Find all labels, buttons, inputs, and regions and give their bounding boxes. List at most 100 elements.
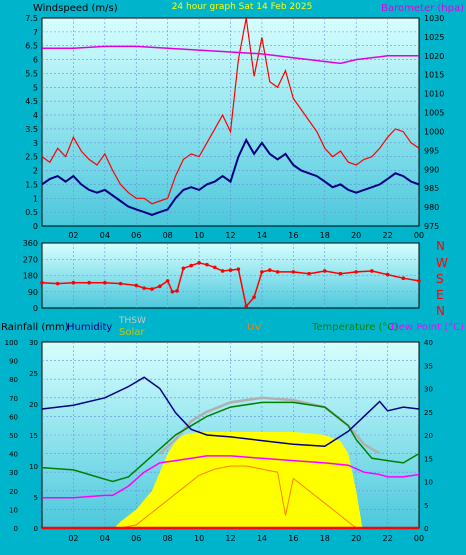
climate-x-tick-label: 06 [131,534,141,543]
climate-x-ticks: 02 04 06 08 10 12 14 16 18 20 22 00 [68,534,424,543]
humidity-y-tick-label: 100 [5,339,18,347]
rain-y-tick-label: 0 [34,525,38,533]
wind-y-tick-label: 2.5 [25,153,38,162]
humidity-line [41,376,420,447]
temperature-legend: Temperature (°C) [311,322,398,333]
direction-series [40,261,421,308]
barometer-y-tick-label: 1005 [424,109,444,118]
barometer-y-tick-label: 995 [424,146,439,155]
wind-x-tick-label: 08 [163,231,173,240]
barometer-y-tick-label: 1015 [424,71,444,80]
wind-y-tick-label: 3 [33,139,38,148]
climate-x-tick-label: 04 [100,534,110,543]
humidity-y-tick-label: 20 [9,488,18,496]
wind-y-tick-label: 3.5 [25,125,38,134]
thsw-legend: THSW [118,316,146,326]
direction-y-tick-label: 360 [23,239,38,248]
humidity-y-tick-label: 60 [9,413,18,421]
humidity-y-tick-label: 70 [9,395,18,403]
wind-x-tick-label: 20 [351,231,361,240]
thsw-line [158,396,381,455]
barometer-y-tick-label: 1025 [424,33,444,42]
compass-labels: N W S E N [436,239,448,318]
barometer-y-tick-label: 1010 [424,90,444,99]
climate-x-tick-label: 08 [163,534,173,543]
barometer-y-tick-label: 985 [424,184,439,193]
humidity-y-tick-label: 80 [9,376,18,384]
uv-line [120,465,357,529]
wind-x-tick-label: 16 [288,231,298,240]
temperature-y-tick-label: 0 [424,525,428,533]
rain-y-tick-label: 15 [29,432,38,440]
wind-x-tick-label: 22 [382,231,392,240]
wind-y-tick-label: 6.5 [25,42,38,51]
temperature-y-tick-label: 5 [424,502,428,510]
wind-x-tick-label: 14 [257,231,267,240]
rain-y-tick-label: 30 [29,339,38,347]
compass-e: E [436,288,444,302]
compass-s: S [436,272,444,286]
wind-y-tick-label: 5 [33,83,38,92]
climate-panel: Rainfall (mm) Humidity THSW Solar UV Tem… [1,316,464,543]
barometer-y-tick-label: 1020 [424,52,444,61]
wind-x-tick-label: 10 [194,231,204,240]
wind-series [41,17,420,216]
wind-y-tick-label: 7 [33,28,38,37]
wind-y-tick-label: 2 [33,167,38,176]
temperature-y-tick-label: 15 [424,455,433,463]
humidity-y-tick-label: 10 [9,506,18,514]
wind-y-tick-label: 1.5 [25,180,38,189]
humidity-y-tick-label: 90 [9,358,18,366]
temperature-y-ticks: 0 5 10 15 20 25 30 35 40 [424,339,433,533]
rain-y-tick-label: 10 [29,463,38,471]
uv-legend: UV [247,322,261,333]
climate-x-tick-label: 22 [382,534,392,543]
rain-y-tick-label: 25 [29,370,38,378]
compass-n-top: N [436,239,445,253]
barometer-y-tick-label: 1030 [424,14,444,23]
climate-x-tick-label: 18 [320,534,330,543]
wind-y-tick-label: 7.5 [25,14,38,23]
wind-y-tick-label: 1 [33,194,38,203]
wind-y-tick-label: 4.5 [25,97,38,106]
temperature-y-tick-label: 40 [424,339,433,347]
barometer-y-ticks: 975 980 985 990 995 1000 1005 1010 1015 1020 1025 1… [424,14,444,231]
humidity-y-tick-label: 50 [9,432,18,440]
climate-x-tick-label: 12 [225,534,235,543]
climate-series [41,376,420,530]
temperature-line [41,401,420,483]
humidity-y-tick-label: 0 [14,525,18,533]
barometer-ylabel: Barometer (hpa) [381,3,464,14]
wind-x-tick-label: 02 [68,231,78,240]
wind-y-tick-label: 0 [33,222,38,231]
direction-grid [42,243,419,308]
direction-y-tick-label: 90 [28,288,38,297]
rain-y-ticks: 0 5 10 15 20 25 30 [29,339,38,533]
compass-w: W [436,256,448,270]
wind-x-ticks: 02 04 06 08 10 12 14 16 18 20 22 00 [68,231,424,240]
direction-y-tick-label: 270 [23,255,38,264]
barometer-y-tick-label: 990 [424,165,439,174]
direction-y-tick-label: 180 [23,272,38,281]
barometer-line [42,45,419,65]
barometer-y-tick-label: 980 [424,203,439,212]
rain-y-tick-label: 5 [34,494,38,502]
rain-y-tick-label: 20 [29,401,38,409]
temperature-y-tick-label: 10 [424,479,433,487]
humidity-y-ticks: 0 10 20 30 40 50 60 70 80 90 100 [5,339,18,533]
barometer-y-tick-label: 1000 [424,127,444,136]
temperature-y-tick-label: 25 [424,409,433,417]
direction-y-tick-label: 0 [33,304,38,313]
wind-y-tick-label: 5.5 [25,69,38,78]
chart-title: 24 hour graph Sat 14 Feb 2025 [172,2,313,12]
temperature-y-tick-label: 20 [424,432,433,440]
temperature-y-tick-label: 35 [424,362,433,370]
barometer-y-tick-label: 975 [424,222,439,231]
direction-panel: 0 90 180 270 360 N W S E N [23,239,448,318]
wind-panel: Windspeed (m/s) 24 hour graph Sat 14 Feb… [25,2,464,240]
wind-x-tick-label: 12 [225,231,235,240]
wind-y-tick-label: 0.5 [25,208,38,217]
humidity-y-tick-label: 40 [9,451,18,459]
avg-line [41,137,420,216]
